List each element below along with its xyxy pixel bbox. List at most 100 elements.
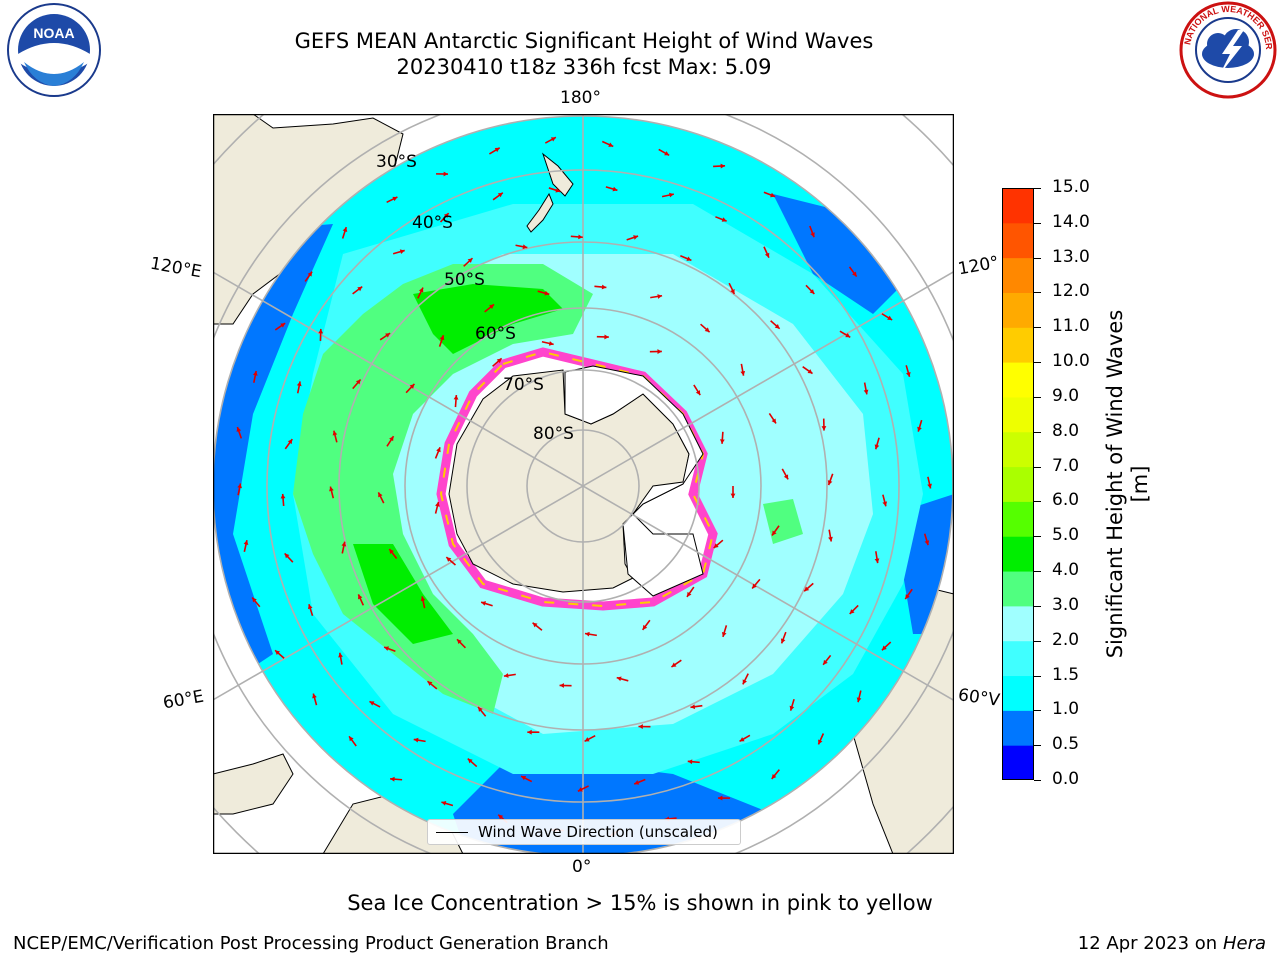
wind-wave-arrowhead <box>275 650 280 656</box>
map-legend: Wind Wave Direction (unscaled) <box>427 819 741 845</box>
wind-wave-arrowhead <box>633 235 639 240</box>
wind-wave-arrowhead <box>318 328 324 334</box>
colorbar-segment <box>1002 675 1034 711</box>
wind-wave-arrowhead <box>349 736 354 742</box>
wind-wave-arrowhead <box>555 187 561 193</box>
wind-wave-arrowhead <box>559 683 565 688</box>
wind-wave-arrowhead <box>389 548 394 554</box>
wind-wave-arrowhead <box>827 480 833 486</box>
wind-wave-arrowhead <box>774 324 780 329</box>
wind-wave-arrowhead <box>280 493 286 499</box>
lon-label-0: 0° <box>572 857 592 877</box>
colorbar <box>1002 188 1034 780</box>
colorbar-tick-mark <box>1034 780 1041 781</box>
wind-wave-arrowhead <box>503 673 509 678</box>
wind-wave-arrowhead <box>420 596 426 602</box>
wind-wave-arrowhead <box>863 389 869 395</box>
svg-text:NOAA: NOAA <box>33 25 74 41</box>
wind-wave-arrowhead <box>874 558 880 564</box>
low-wave-region-northeast <box>773 194 913 314</box>
wind-wave-arrowhead <box>385 333 391 338</box>
wind-wave-arrowhead <box>604 334 609 340</box>
wind-wave-arrowhead <box>399 249 405 254</box>
wind-wave-arrowhead <box>329 486 334 492</box>
footer-credit: NCEP/EMC/Verification Post Processing Pr… <box>13 933 609 954</box>
colorbar-tick-mark <box>1034 257 1041 259</box>
wind-wave-arrowhead <box>436 447 441 453</box>
lon-label-180: 180° <box>560 88 601 108</box>
wind-wave-arrowhead <box>789 705 795 711</box>
wind-wave-arrowhead <box>771 774 777 779</box>
colorbar-tick-mark <box>1034 362 1041 364</box>
colorbar-segment <box>1002 605 1034 642</box>
wind-wave-arrowhead <box>497 192 503 198</box>
colorbar-tick-label: 12.0 <box>1052 281 1090 302</box>
wind-wave-arrowhead <box>783 474 789 480</box>
colorbar-tick-mark <box>1034 571 1041 573</box>
wind-wave-arrowhead <box>638 724 643 729</box>
wind-wave-arrowhead <box>467 258 473 263</box>
colorbar-segment <box>1002 745 1034 780</box>
wind-wave-arrowhead <box>392 196 398 202</box>
colorbar-tick-mark <box>1034 292 1041 294</box>
wind-wave-arrows <box>236 136 932 837</box>
wind-wave-arrowhead <box>243 540 249 545</box>
wind-wave-arrowhead <box>252 597 257 603</box>
colorbar-tick-label: 13.0 <box>1052 246 1090 267</box>
wind-wave-arrowhead <box>810 232 815 238</box>
wind-wave-arrowhead <box>887 315 893 320</box>
wind-wave-arrowhead <box>671 662 677 667</box>
polar-map <box>213 114 954 854</box>
wind-wave-arrowhead <box>845 332 851 338</box>
wind-wave-arrowhead <box>237 483 242 489</box>
wind-wave-arrowhead <box>616 676 622 682</box>
wind-wave-arrowhead <box>307 271 313 277</box>
wind-wave-arrowhead <box>390 776 395 782</box>
lat-label-50s: 50°S <box>444 270 485 290</box>
wind-wave-arrowhead <box>823 659 828 665</box>
wind-wave-arrowhead <box>284 553 290 559</box>
colorbar-tick-label: 15.0 <box>1052 177 1090 197</box>
wind-wave-arrowhead <box>521 776 527 781</box>
colorbar-segment <box>1002 257 1034 293</box>
wind-wave-arrowhead <box>439 335 445 341</box>
wind-wave-arrowhead <box>441 801 447 806</box>
colorbar-tick-label: 0.5 <box>1052 734 1080 755</box>
wind-wave-arrowhead <box>924 540 930 546</box>
graticule <box>213 114 954 854</box>
peak-wave-area-1 <box>413 284 563 354</box>
wind-wave-arrowhead <box>358 594 363 600</box>
wind-wave-arrowhead <box>771 418 777 424</box>
wind-wave-arrowhead <box>664 151 670 156</box>
colorbar-tick-label: 9.0 <box>1052 385 1080 406</box>
wind-wave-arrowhead <box>608 142 614 147</box>
wind-wave-arrowhead <box>338 652 343 658</box>
wind-wave-arrowhead <box>435 501 440 507</box>
wind-wave-arrowhead <box>686 256 692 261</box>
colorbar-tick-mark <box>1034 675 1041 677</box>
wind-wave-arrowhead <box>494 147 500 153</box>
wind-wave-arrowhead <box>287 439 293 445</box>
wind-wave-arrowhead <box>772 530 777 536</box>
footer-machine: Hera <box>1222 933 1266 954</box>
wind-wave-arrowhead <box>821 426 827 431</box>
lon-label-120e: 120°E <box>148 253 204 283</box>
colorbar-tick-mark <box>1034 710 1041 712</box>
wind-wave-arrowhead <box>905 594 910 600</box>
colorbar-segment <box>1002 292 1034 328</box>
colorbar-tick-mark <box>1034 605 1041 607</box>
wind-wave-arrowhead <box>752 583 757 589</box>
colorbar-tick-mark <box>1034 640 1041 642</box>
colorbar-tick-label: 5.0 <box>1052 525 1080 546</box>
ice-shelf <box>564 365 704 597</box>
colorbar-segment <box>1002 571 1034 607</box>
wind-wave-arrowhead <box>409 383 415 389</box>
colorbar-tick-label: 0.0 <box>1052 769 1080 789</box>
wind-wave-arrowhead <box>413 737 419 743</box>
wind-wave-arrowhead <box>642 624 648 630</box>
lon-label-60e: 60°E <box>161 686 206 714</box>
wind-wave-arrowhead <box>634 780 640 785</box>
wind-wave-arrowhead <box>342 227 348 232</box>
wind-wave-arrowhead <box>584 737 590 742</box>
wind-wave-arrowhead <box>457 639 462 645</box>
